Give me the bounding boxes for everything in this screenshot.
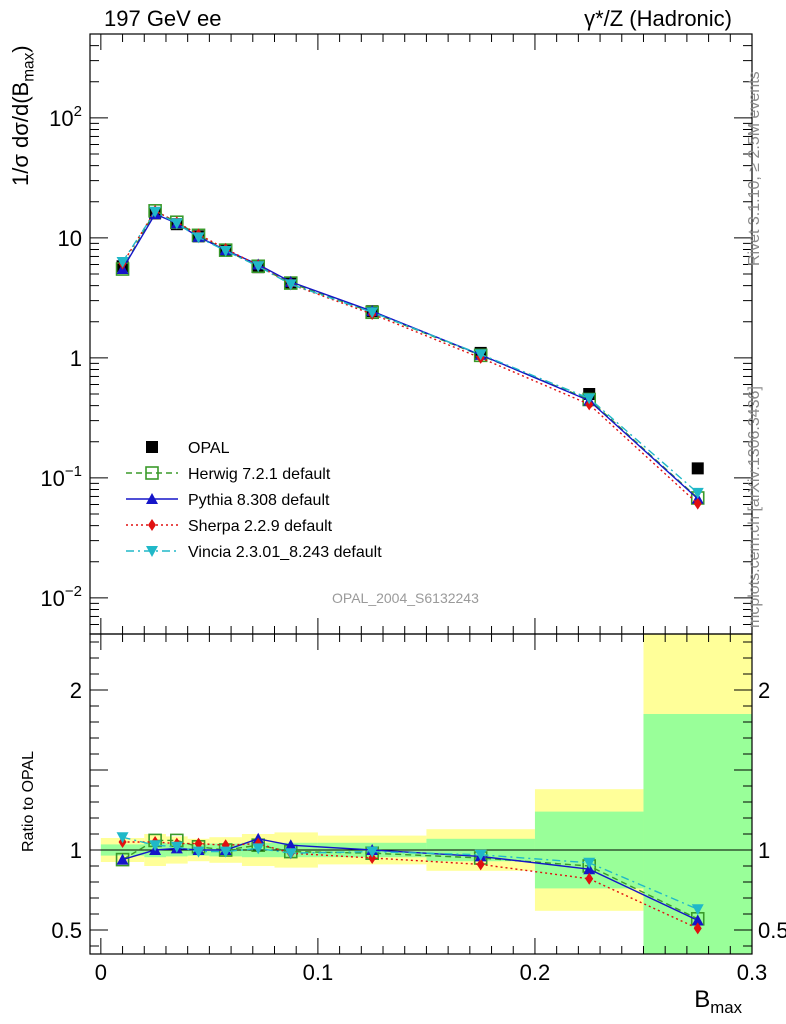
legend-label: OPAL: [188, 440, 230, 457]
ratio-data-point: [476, 858, 485, 871]
ratio-data-point: [219, 846, 232, 858]
main-series-line: [121, 210, 699, 494]
main-data-point: [366, 307, 379, 319]
ratio-y-axis-label: Ratio to OPAL: [20, 750, 37, 852]
ratio-data-point: [693, 922, 702, 935]
x-axis-label: Bmax: [694, 986, 742, 1017]
legend-marker: [145, 466, 159, 480]
y-tick-label: 10−1: [40, 463, 82, 491]
ratio-data-point: [284, 848, 297, 860]
ratio-data-point: [192, 846, 205, 858]
ratio-data-point: [691, 914, 704, 926]
ratio-y-tick-label-left: 1: [70, 838, 82, 863]
analysis-id-watermark: OPAL_2004_S6132243: [332, 590, 479, 606]
legend-marker: [146, 493, 158, 504]
ratio-plot-frame: [89, 633, 753, 955]
main-data-point: [474, 349, 487, 361]
y-tick-label: 1: [70, 346, 82, 371]
ratio-data-point: [368, 852, 377, 864]
main-y-axis-label: 1/σ dσ/d(Bmax): [8, 45, 38, 186]
collision-energy-title: 197 GeV ee: [104, 6, 222, 31]
legend-label: Vincia 2.3.01_8.243 default: [188, 544, 382, 561]
x-tick-label: 0.2: [520, 960, 551, 985]
ratio-data-point: [116, 832, 129, 844]
ratio-data-point: [691, 904, 704, 916]
x-tick-label: 0.1: [303, 960, 334, 985]
legend-marker: [146, 441, 158, 453]
main-data-point: [583, 393, 596, 405]
main-data-point: [170, 218, 183, 230]
legend-label: Sherpa 2.2.9 default: [188, 518, 333, 535]
x-tick-label: 0.3: [737, 960, 768, 985]
ratio-data-point: [585, 872, 594, 885]
main-data-point: [691, 487, 704, 499]
ratio-y-tick-label-left: 2: [70, 678, 82, 703]
ratio-y-tick-label-right: 2: [758, 678, 770, 703]
ratio-y-tick-label-right: 0.5: [758, 918, 786, 943]
y-tick-label: 10−2: [40, 583, 82, 611]
ratio-data-point: [116, 853, 129, 865]
legend-label: Pythia 8.308 default: [188, 492, 330, 509]
ratio-data-point: [474, 849, 487, 861]
main-data-point: [219, 245, 232, 257]
main-data-point: [252, 261, 265, 273]
process-title: γ*/Z (Hadronic): [584, 6, 732, 31]
ratio-data-point: [366, 846, 379, 858]
main-data-point: [284, 279, 297, 291]
main-data-point: [192, 232, 205, 244]
rivet-version-label: Rivet 3.1.10, ≥ 2.5M events: [746, 71, 763, 266]
mcplots-reference-label: mcplots.cern.ch [arXiv:1306.3436]: [746, 386, 763, 628]
ratio-y-tick-label-left: 0.5: [51, 918, 82, 943]
ratio-data-point: [149, 840, 162, 852]
y-tick-label: 102: [49, 103, 82, 131]
legend-label: Herwig 7.2.1 default: [188, 466, 331, 483]
y-tick-label: 10: [58, 226, 82, 251]
ratio-data-point: [252, 843, 265, 855]
legend-marker: [146, 546, 158, 557]
ratio-series-line: [122, 836, 699, 910]
main-data-point: [116, 256, 129, 268]
ratio-y-tick-label-right: 1: [758, 838, 770, 863]
ratio-data-point: [284, 839, 297, 851]
main-data-point: [693, 497, 702, 510]
main-data-point: [149, 206, 162, 218]
ratio-data-point: [170, 841, 183, 853]
main-series-line: [121, 209, 699, 505]
legend-marker: [148, 519, 156, 531]
x-tick-label: 0: [95, 960, 107, 985]
ratio-data-point: [583, 857, 596, 869]
main-data-point: [691, 462, 704, 475]
